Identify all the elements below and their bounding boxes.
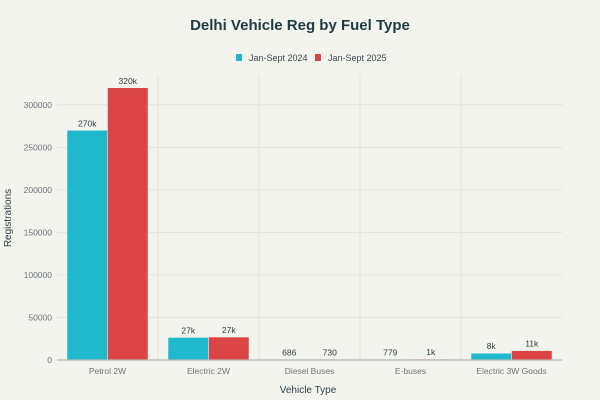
y-axis-label: Registrations: [3, 189, 14, 247]
x-tick-label: Electric 3W Goods: [476, 366, 546, 376]
y-tick-label: 100000: [24, 270, 53, 280]
y-tick-label: 300000: [24, 100, 53, 110]
x-axis-label: Vehicle Type: [280, 385, 337, 396]
data-label: 320k: [119, 76, 138, 86]
bar: [107, 87, 149, 361]
y-tick-label: 50000: [28, 312, 52, 322]
data-label: 27k: [181, 325, 195, 335]
x-tick-label: Petrol 2W: [89, 366, 126, 376]
legend-label[interactable]: Jan-Sept 2025: [328, 53, 387, 63]
bars: 270k 320k 27k 27k 686 730 779 1k 8k 11k: [66, 76, 553, 361]
data-label: 1k: [426, 347, 436, 357]
data-label: 27k: [222, 325, 236, 335]
y-tick-label: 0: [47, 355, 52, 365]
y-tick-label: 200000: [24, 185, 53, 195]
bar: [66, 130, 108, 361]
legend: Jan-Sept 2024 Jan-Sept 2025: [236, 53, 387, 63]
bar: [208, 336, 250, 361]
x-axis-ticks: Petrol 2W Electric 2W Diesel Buses E-buses E…: [89, 366, 547, 376]
data-label: 730: [323, 347, 337, 357]
data-label: 779: [383, 347, 397, 357]
bar: [470, 352, 512, 361]
y-tick-label: 250000: [24, 142, 53, 152]
data-label: 270k: [78, 118, 97, 128]
x-tick-label: Diesel Buses: [285, 366, 335, 376]
x-tick-label: E-buses: [395, 366, 426, 376]
bar: [511, 350, 553, 361]
y-axis-ticks: 0 50000 100000 150000 200000 250000 300000: [24, 100, 53, 365]
y-tick-label: 150000: [24, 227, 53, 237]
data-label: 11k: [525, 339, 539, 349]
bar: [167, 337, 209, 361]
legend-swatch: [315, 54, 321, 61]
chart-title: Delhi Vehicle Reg by Fuel Type: [190, 17, 410, 34]
legend-label[interactable]: Jan-Sept 2024: [249, 53, 308, 63]
x-tick-label: Electric 2W: [187, 366, 230, 376]
data-label: 8k: [487, 341, 497, 351]
data-label: 686: [282, 347, 296, 357]
legend-swatch: [236, 54, 242, 61]
